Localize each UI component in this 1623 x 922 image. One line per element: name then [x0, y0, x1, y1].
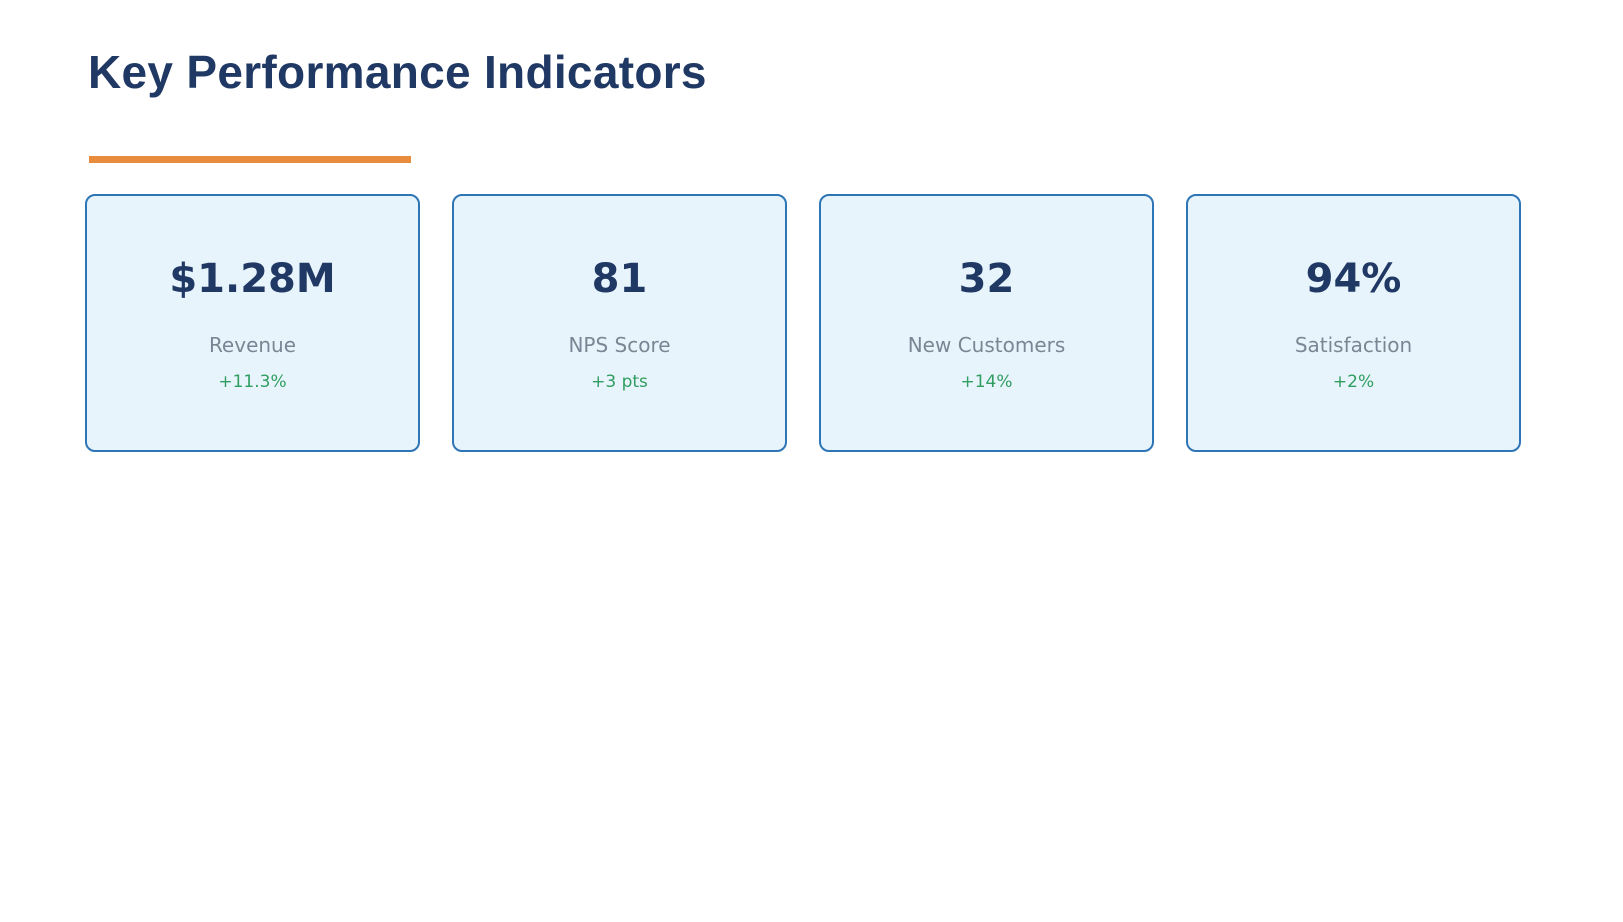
- kpi-value: $1.28M: [169, 255, 336, 302]
- kpi-card-new-customers: 32 New Customers +14%: [819, 193, 1154, 452]
- kpi-delta: +2%: [1332, 371, 1375, 392]
- kpi-label: New Customers: [907, 332, 1066, 357]
- kpi-label: NPS Score: [568, 332, 671, 357]
- title-accent-bar: [89, 155, 411, 163]
- kpi-label: Satisfaction: [1294, 332, 1413, 357]
- kpi-delta: +14%: [960, 371, 1013, 392]
- kpi-delta: +11.3%: [218, 371, 287, 392]
- kpi-value: 81: [591, 255, 648, 302]
- kpi-label: Revenue: [208, 332, 297, 357]
- kpi-value: 32: [958, 255, 1015, 302]
- kpi-dashboard: Key Performance Indicators $1.28M Revenu…: [0, 46, 1623, 452]
- kpi-card-row: $1.28M Revenue +11.3% 81 NPS Score +3 pt…: [85, 193, 1623, 452]
- kpi-card-revenue: $1.28M Revenue +11.3%: [85, 193, 420, 452]
- kpi-card-satisfaction: 94% Satisfaction +2%: [1186, 193, 1521, 452]
- kpi-card-nps-score: 81 NPS Score +3 pts: [452, 193, 787, 452]
- page-title: Key Performance Indicators: [88, 46, 707, 98]
- kpi-value: 94%: [1305, 255, 1402, 302]
- kpi-delta: +3 pts: [591, 371, 648, 392]
